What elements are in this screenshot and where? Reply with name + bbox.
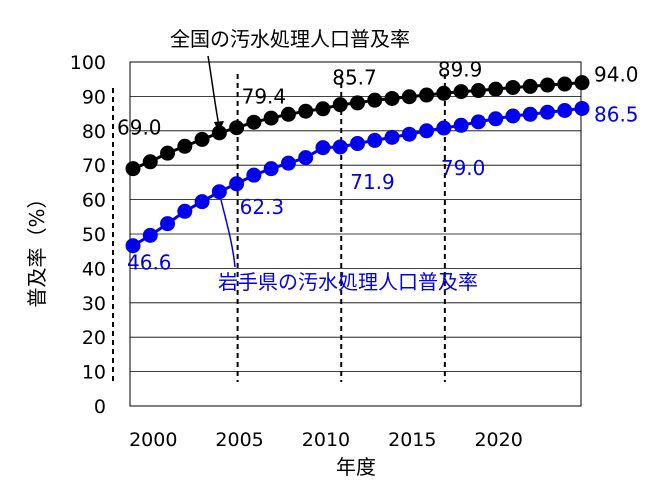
data-point xyxy=(160,216,176,232)
annotation-line-iwate xyxy=(220,199,236,268)
y-tick-label: 30 xyxy=(82,293,106,315)
y-tick-labels: 0 10 20 30 40 50 60 70 80 90 100 xyxy=(70,52,106,418)
data-point xyxy=(436,85,452,101)
y-tick-label: 70 xyxy=(82,155,106,177)
y-tick-label: 20 xyxy=(82,327,106,349)
y-tick-label: 60 xyxy=(82,190,106,212)
data-point xyxy=(125,161,141,177)
data-point xyxy=(384,129,400,145)
data-point xyxy=(177,138,193,154)
series-label-national: 全国の汚水処理人口普及率 xyxy=(170,27,410,51)
data-point xyxy=(246,114,262,130)
data-point xyxy=(557,103,573,119)
y-tick-label: 40 xyxy=(82,258,106,280)
data-point xyxy=(574,75,590,91)
data-point xyxy=(453,84,469,100)
data-point xyxy=(367,92,383,108)
data-point xyxy=(194,131,210,147)
y-tick-label: 50 xyxy=(82,224,106,246)
data-point xyxy=(453,117,469,133)
data-point xyxy=(401,126,417,142)
data-point xyxy=(384,90,400,106)
data-label: 71.9 xyxy=(350,170,395,194)
data-point xyxy=(160,145,176,161)
data-point xyxy=(177,203,193,219)
data-point xyxy=(419,123,435,139)
data-label: 94.0 xyxy=(594,63,639,87)
data-point xyxy=(436,120,452,136)
plot-frame xyxy=(129,61,582,407)
data-label: 62.3 xyxy=(240,195,285,219)
data-point xyxy=(574,100,590,116)
data-point xyxy=(194,194,210,210)
data-point xyxy=(539,104,555,120)
data-point xyxy=(280,106,296,122)
y-tick-label: 100 xyxy=(70,52,106,74)
data-label: 86.5 xyxy=(594,102,639,126)
data-point xyxy=(350,95,365,111)
x-tick-labels: 2000 2005 2010 2015 2020 xyxy=(129,429,523,451)
data-point xyxy=(470,114,486,130)
data-point xyxy=(488,81,504,97)
data-label: 85.7 xyxy=(332,66,377,90)
data-point xyxy=(522,106,538,122)
data-point xyxy=(211,125,227,141)
x-tick-label: 2015 xyxy=(388,429,436,451)
data-label: 79.4 xyxy=(242,85,287,109)
data-point xyxy=(350,136,365,152)
data-point xyxy=(488,111,504,127)
annotation-arrow-national xyxy=(214,121,224,133)
data-point xyxy=(419,87,435,103)
y-axis-label: 普及率（%） xyxy=(25,188,49,307)
data-point xyxy=(505,108,521,124)
data-point xyxy=(505,79,521,95)
data-point xyxy=(539,77,555,93)
data-point xyxy=(315,101,331,117)
x-tick-label: 2020 xyxy=(474,429,522,451)
data-point xyxy=(280,155,296,171)
x-tick-label: 2000 xyxy=(129,429,177,451)
series-layer xyxy=(125,75,590,254)
data-point xyxy=(470,83,486,99)
x-axis-label: 年度 xyxy=(336,455,376,479)
data-point xyxy=(125,238,141,254)
series-label-iwate: 岩手県の汚水処理人口普及率 xyxy=(218,270,478,294)
data-point xyxy=(142,154,158,170)
annotation-line-national xyxy=(207,55,220,127)
data-point xyxy=(298,103,314,119)
data-point xyxy=(522,78,538,94)
data-point xyxy=(367,132,383,148)
data-point xyxy=(315,140,331,156)
data-point xyxy=(298,150,314,166)
x-tick-label: 2005 xyxy=(215,429,263,451)
y-tick-label: 90 xyxy=(82,86,106,108)
data-point xyxy=(229,176,245,192)
data-labels: 69.0 79.4 85.7 89.9 94.0 46.6 62.3 71.9 79.0 86.5 xyxy=(117,57,639,274)
data-label: 89.9 xyxy=(438,57,483,81)
data-label: 69.0 xyxy=(117,116,162,140)
reference-lines xyxy=(112,74,446,382)
data-point xyxy=(263,161,279,177)
x-tick-label: 2010 xyxy=(302,429,350,451)
y-tick-label: 0 xyxy=(94,396,106,418)
data-point xyxy=(332,139,348,155)
y-tick-label: 10 xyxy=(82,362,106,384)
data-point xyxy=(401,89,417,105)
data-point xyxy=(557,76,573,92)
data-label: 79.0 xyxy=(441,156,486,180)
data-point xyxy=(229,120,245,136)
data-point xyxy=(332,97,348,113)
data-point xyxy=(142,227,158,243)
data-point xyxy=(211,184,227,200)
y-tick-label: 80 xyxy=(82,121,106,143)
data-point xyxy=(263,110,279,126)
data-label: 46.6 xyxy=(127,251,172,275)
data-point xyxy=(246,167,262,183)
